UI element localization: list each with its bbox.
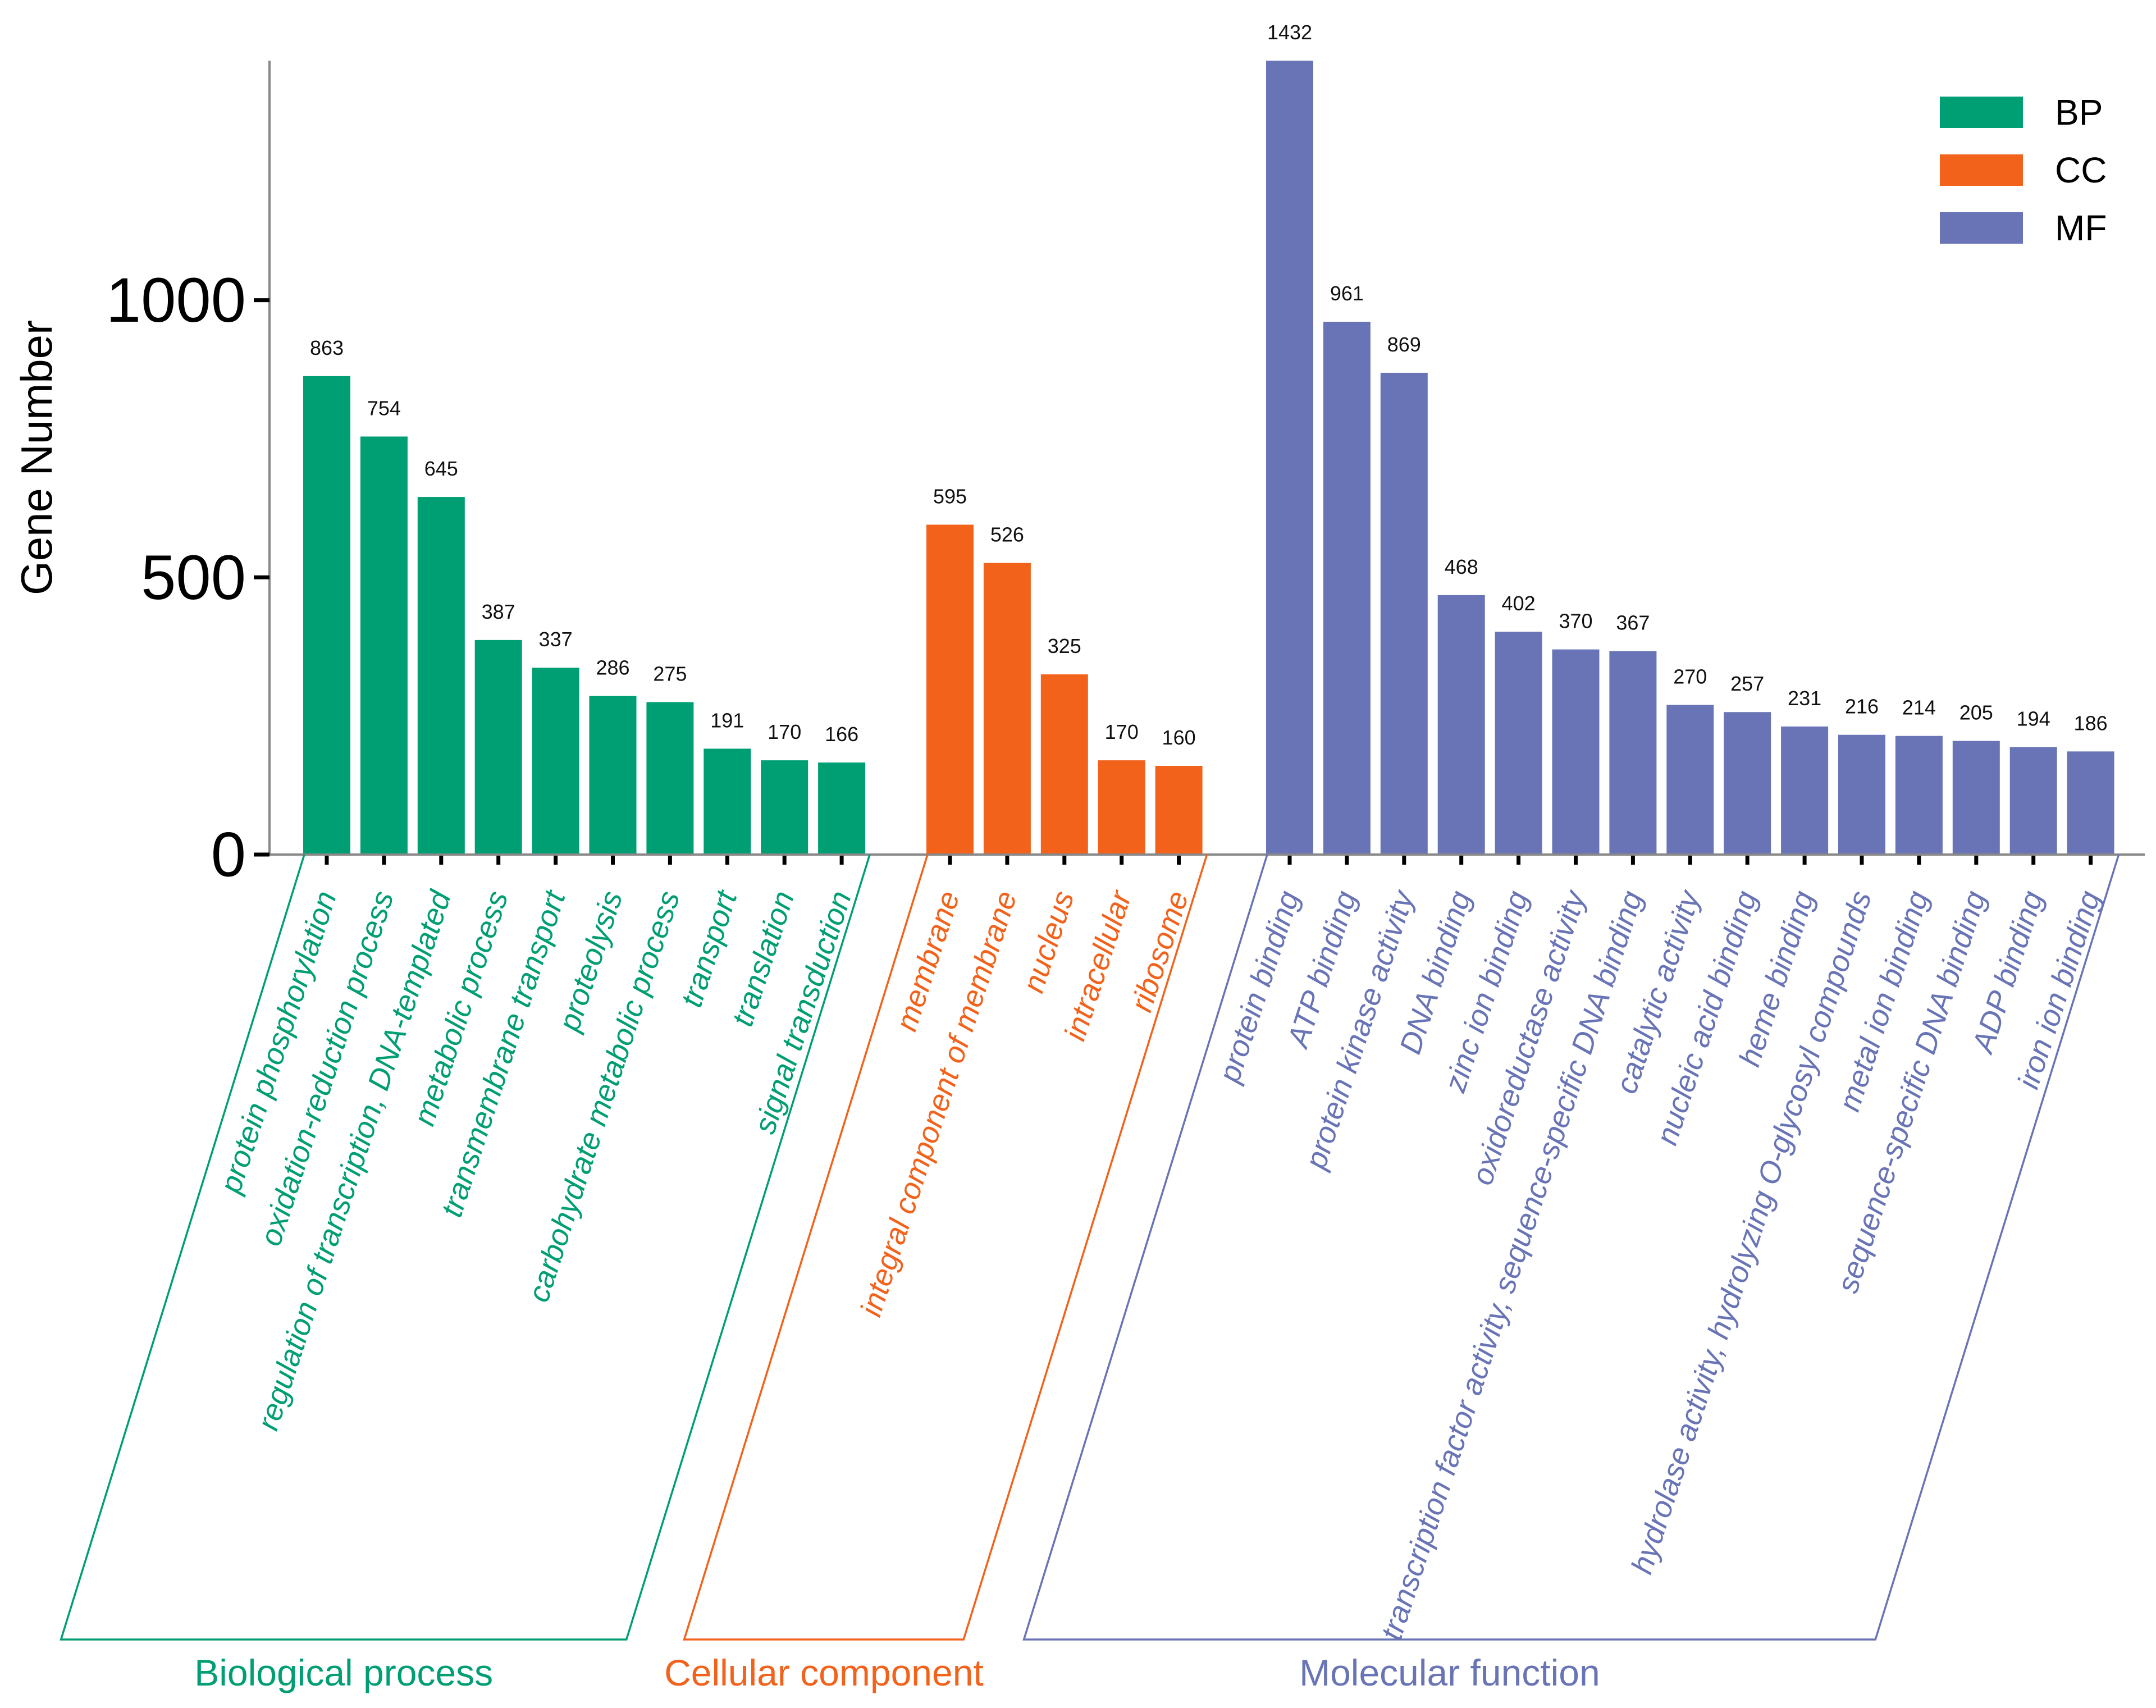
legend-label-mf: MF — [2055, 208, 2107, 248]
value-label-atp-binding: 961 — [1330, 282, 1364, 305]
bar-metal-ion-binding — [1895, 736, 1943, 855]
bar-transmembrane-transport — [532, 668, 579, 855]
group-label-biological-process: Biological process — [194, 1652, 493, 1693]
bars-layer — [303, 61, 2114, 855]
value-label-signal-transduction: 166 — [825, 723, 858, 746]
bar-proteolysis — [589, 696, 637, 855]
bar-protein-binding — [1266, 61, 1313, 855]
bar-iron-ion-binding — [2067, 751, 2114, 855]
y-tick-label-500: 500 — [141, 542, 246, 613]
value-label-metal-ion-binding: 214 — [1902, 696, 1936, 719]
value-label-protein-kinase-activity: 869 — [1387, 333, 1421, 356]
bar-hydrolase-activity-hydrolyzing-o-glycosyl-compounds — [1838, 734, 1885, 855]
value-label-transport: 191 — [710, 709, 744, 732]
value-label-membrane: 595 — [933, 485, 967, 508]
value-label-translation: 170 — [768, 720, 801, 743]
value-label-integral-component-of-membrane: 526 — [990, 523, 1024, 546]
bar-regulation-of-transcription-dna-templated — [417, 497, 465, 855]
value-label-metabolic-process: 387 — [482, 600, 515, 623]
bar-dna-binding — [1437, 595, 1485, 855]
legend-swatch-bp — [1940, 97, 2023, 128]
value-label-catalytic-activity: 270 — [1673, 665, 1707, 688]
value-label-transmembrane-transport: 337 — [539, 628, 573, 651]
bar-membrane — [926, 524, 974, 855]
value-label-proteolysis: 286 — [596, 656, 629, 679]
legend-swatch-cc — [1940, 154, 2023, 186]
group-bracket-biological-process — [60, 854, 871, 1641]
bar-transcription-factor-activity-sequence-specific-dna-binding — [1609, 651, 1657, 855]
value-label-iron-ion-binding: 186 — [2074, 711, 2108, 734]
bar-signal-transduction — [818, 762, 866, 855]
legend-swatch-mf — [1940, 212, 2023, 244]
group-label-molecular-function: Molecular function — [1299, 1652, 1600, 1693]
bar-sequence-specific-dna-binding — [1952, 741, 2000, 855]
value-label-regulation-of-transcription-dna-templated: 645 — [424, 457, 458, 480]
bar-oxidoreductase-activity — [1552, 649, 1600, 855]
value-label-ribosome: 160 — [1162, 726, 1196, 749]
value-label-zinc-ion-binding: 402 — [1502, 592, 1536, 615]
axes-layer: 0 500 1000 — [106, 61, 2145, 890]
group-bracket-cellular-component — [683, 854, 1208, 1641]
legend-label-cc: CC — [2055, 150, 2107, 190]
bar-adp-binding — [2009, 747, 2057, 855]
value-label-protein-binding: 1432 — [1267, 21, 1312, 44]
bar-transport — [704, 748, 751, 855]
bar-nucleus — [1040, 674, 1088, 855]
bar-nucleic-acid-binding — [1724, 712, 1771, 855]
group-brackets-layer: Biological process Cellular component Mole… — [60, 854, 2120, 1693]
value-label-heme-binding: 231 — [1788, 687, 1821, 710]
y-tick-label-1000: 1000 — [106, 265, 246, 335]
value-label-oxidation-reduction-process: 754 — [367, 396, 401, 419]
bar-carbohydrate-metabolic-process — [646, 702, 694, 855]
y-tick-label-0: 0 — [211, 820, 246, 890]
legend: BP CC MF — [1940, 92, 2107, 248]
bar-protein-kinase-activity — [1380, 372, 1428, 855]
bar-translation — [761, 760, 808, 855]
bar-oxidation-reduction-process — [360, 436, 408, 855]
value-label-protein-phosphorylation: 863 — [310, 336, 344, 359]
bar-atp-binding — [1323, 322, 1371, 855]
legend-label-bp: BP — [2055, 92, 2103, 133]
value-label-transcription-factor-activity-sequence-specific-dna-binding: 367 — [1616, 611, 1650, 634]
bar-ribosome — [1155, 766, 1203, 855]
group-bracket-molecular-function — [1022, 854, 2120, 1641]
value-label-dna-binding: 468 — [1445, 555, 1478, 578]
value-label-nucleus: 325 — [1048, 634, 1081, 657]
value-label-oxidoreductase-activity: 370 — [1559, 610, 1592, 633]
bar-intracellular — [1098, 760, 1145, 855]
value-label-intracellular: 170 — [1105, 720, 1139, 743]
value-label-carbohydrate-metabolic-process: 275 — [653, 662, 687, 685]
y-axis-label: Gene Number — [12, 320, 61, 595]
value-label-sequence-specific-dna-binding: 205 — [1959, 701, 1993, 724]
bar-metabolic-process — [474, 640, 522, 855]
bar-heme-binding — [1781, 726, 1829, 855]
value-label-nucleic-acid-binding: 257 — [1730, 672, 1764, 695]
bar-protein-phosphorylation — [303, 376, 350, 855]
bar-zinc-ion-binding — [1495, 632, 1542, 855]
group-label-cellular-component: Cellular component — [664, 1652, 984, 1693]
value-labels-layer: 863 754 645 387 337 286 275 191 170 166 595 526 325 1… — [310, 21, 2108, 749]
value-label-adp-binding: 194 — [2017, 707, 2050, 730]
value-label-hydrolase-activity-hydrolyzing-o-glycosyl-compounds: 216 — [1845, 695, 1879, 718]
bar-catalytic-activity — [1666, 705, 1714, 855]
bar-integral-component-of-membrane — [983, 563, 1031, 855]
